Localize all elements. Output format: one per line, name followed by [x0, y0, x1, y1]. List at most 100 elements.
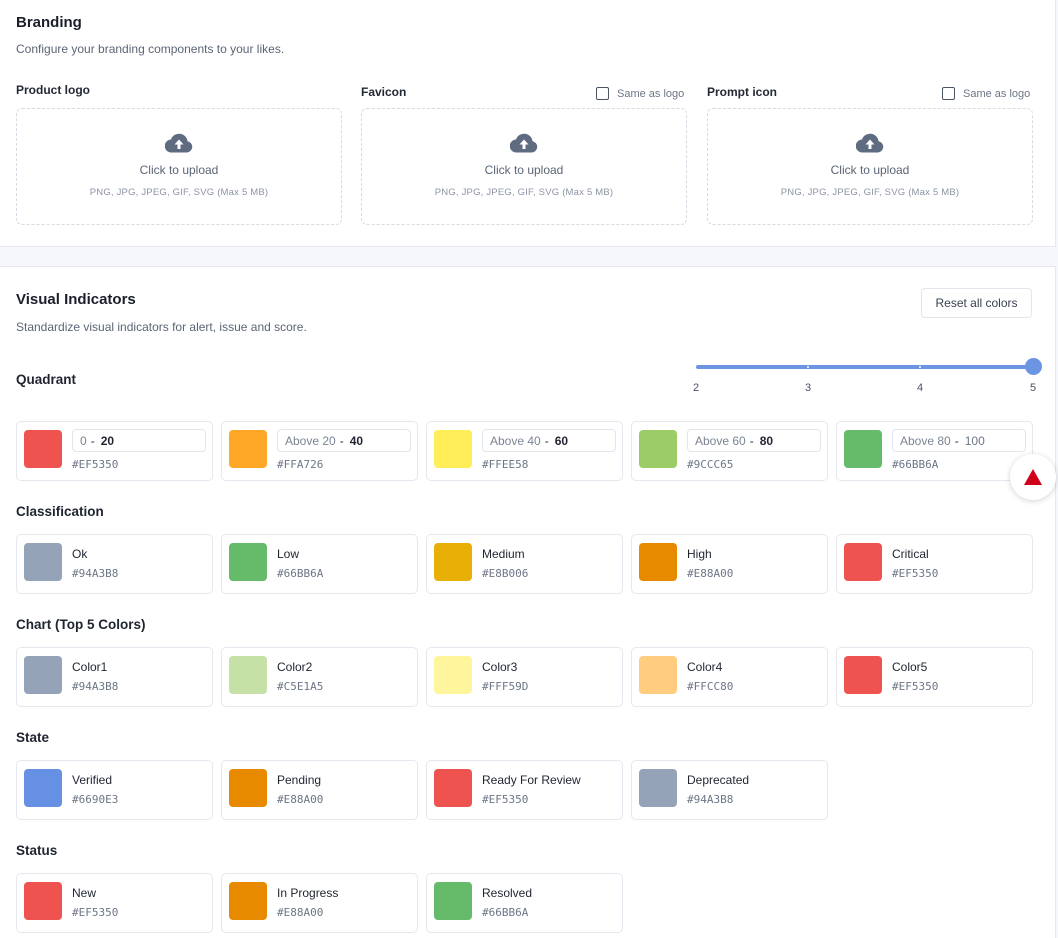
- color-card: Verified #6690E3: [16, 760, 213, 820]
- branding-subtitle: Configure your branding components to yo…: [16, 42, 285, 56]
- range-to[interactable]: 80: [759, 433, 774, 448]
- color-card: Resolved #66BB6A: [426, 873, 623, 933]
- classification-title: Classification: [16, 504, 104, 519]
- color-swatch[interactable]: [639, 543, 677, 581]
- quadrant-title: Quadrant: [16, 372, 77, 387]
- color-swatch[interactable]: [639, 769, 677, 807]
- range-input[interactable]: 0 - 20: [72, 429, 206, 452]
- color-swatch[interactable]: [639, 656, 677, 694]
- color-card: Low #66BB6A: [221, 534, 418, 594]
- prompt-icon-same-as-logo[interactable]: Same as logo: [942, 87, 1030, 100]
- range-from: 0: [80, 433, 87, 448]
- color-swatch[interactable]: [229, 769, 267, 807]
- range-from: Above 80: [900, 433, 951, 448]
- upload-hint: PNG, JPG, JPEG, GIF, SVG (Max 5 MB): [434, 187, 614, 198]
- hex-value: #66BB6A: [892, 458, 939, 471]
- color-card: Color1 #94A3B8: [16, 647, 213, 707]
- warning-triangle-icon: [1024, 469, 1042, 485]
- color-swatch[interactable]: [434, 882, 472, 920]
- hex-value: #94A3B8: [72, 567, 119, 580]
- branding-panel: Branding Configure your branding compone…: [0, 0, 1056, 247]
- color-swatch[interactable]: [229, 543, 267, 581]
- favicon-label: Favicon: [361, 85, 407, 99]
- hex-value: #66BB6A: [277, 567, 324, 580]
- color-swatch[interactable]: [24, 882, 62, 920]
- upload-cta: Click to upload: [830, 163, 910, 177]
- color-card: Pending #E88A00: [221, 760, 418, 820]
- warning-fab-button[interactable]: [1010, 454, 1056, 500]
- color-swatch[interactable]: [434, 769, 472, 807]
- slider-label: 4: [916, 382, 924, 394]
- range-from: Above 60: [695, 433, 746, 448]
- hex-value: #EF5350: [892, 680, 939, 693]
- range-input[interactable]: Above 40 - 60: [482, 429, 616, 452]
- color-swatch[interactable]: [24, 543, 62, 581]
- color-card: Color2 #C5E1A5: [221, 647, 418, 707]
- hex-value: #66BB6A: [482, 906, 529, 919]
- hex-value: #C5E1A5: [277, 680, 324, 693]
- upload-hint: PNG, JPG, JPEG, GIF, SVG (Max 5 MB): [89, 187, 269, 198]
- color-name: Color1: [72, 660, 108, 674]
- color-name: Color5: [892, 660, 928, 674]
- quadrant-card: Above 40 - 60 #FFEE58: [426, 421, 623, 481]
- slider-tick: [919, 366, 921, 368]
- color-swatch[interactable]: [229, 430, 267, 468]
- color-name: Pending: [277, 773, 322, 787]
- color-name: Color3: [482, 660, 518, 674]
- range-input[interactable]: Above 80 - 100: [892, 429, 1026, 452]
- color-swatch[interactable]: [24, 430, 62, 468]
- product-logo-dropzone[interactable]: Click to upload PNG, JPG, JPEG, GIF, SVG…: [16, 108, 342, 225]
- cloud-upload-icon: [165, 133, 193, 153]
- color-name: New: [72, 886, 97, 900]
- chart-colors-title: Chart (Top 5 Colors): [16, 617, 146, 632]
- hex-value: #94A3B8: [72, 680, 119, 693]
- slider-label: 2: [692, 382, 700, 394]
- cloud-upload-icon: [510, 133, 538, 153]
- color-card: Color4 #FFCC80: [631, 647, 828, 707]
- color-card: Color5 #EF5350: [836, 647, 1033, 707]
- color-swatch[interactable]: [434, 543, 472, 581]
- same-as-logo-label: Same as logo: [617, 87, 685, 100]
- range-input[interactable]: Above 20 - 40: [277, 429, 411, 452]
- slider-tick: [807, 366, 809, 368]
- state-title: State: [16, 730, 50, 745]
- color-swatch[interactable]: [844, 656, 882, 694]
- color-swatch[interactable]: [229, 656, 267, 694]
- quadrant-card: 0 - 20 #EF5350: [16, 421, 213, 481]
- range-to[interactable]: 60: [554, 433, 569, 448]
- prompt-icon-dropzone[interactable]: Click to upload PNG, JPG, JPEG, GIF, SVG…: [707, 108, 1033, 225]
- color-swatch[interactable]: [434, 430, 472, 468]
- color-card: Color3 #FFF59D: [426, 647, 623, 707]
- color-name: Deprecated: [687, 773, 750, 787]
- color-name: Ready For Review: [482, 773, 581, 787]
- color-swatch[interactable]: [639, 430, 677, 468]
- hex-value: #EF5350: [482, 793, 529, 806]
- quadrant-slider-track[interactable]: [696, 365, 1034, 369]
- range-input[interactable]: Above 60 - 80: [687, 429, 821, 452]
- upload-cta: Click to upload: [139, 163, 219, 177]
- hex-value: #E88A00: [277, 793, 324, 806]
- color-swatch[interactable]: [24, 769, 62, 807]
- color-swatch[interactable]: [844, 430, 882, 468]
- range-separator: -: [954, 433, 959, 448]
- range-to[interactable]: 20: [100, 433, 115, 448]
- quadrant-slider-thumb[interactable]: [1025, 358, 1042, 375]
- hex-value: #EF5350: [72, 906, 119, 919]
- color-card: In Progress #E88A00: [221, 873, 418, 933]
- color-name: Medium: [482, 547, 525, 561]
- color-card: Critical #EF5350: [836, 534, 1033, 594]
- color-card: High #E88A00: [631, 534, 828, 594]
- reset-all-colors-button[interactable]: Reset all colors: [921, 288, 1032, 318]
- favicon-dropzone[interactable]: Click to upload PNG, JPG, JPEG, GIF, SVG…: [361, 108, 687, 225]
- color-swatch[interactable]: [434, 656, 472, 694]
- range-to[interactable]: 40: [349, 433, 364, 448]
- checkbox[interactable]: [942, 87, 955, 100]
- checkbox[interactable]: [596, 87, 609, 100]
- color-swatch[interactable]: [24, 656, 62, 694]
- favicon-same-as-logo[interactable]: Same as logo: [596, 87, 684, 100]
- color-swatch[interactable]: [844, 543, 882, 581]
- color-swatch[interactable]: [229, 882, 267, 920]
- color-name: High: [687, 547, 712, 561]
- color-name: In Progress: [277, 886, 339, 900]
- upload-hint: PNG, JPG, JPEG, GIF, SVG (Max 5 MB): [780, 187, 960, 198]
